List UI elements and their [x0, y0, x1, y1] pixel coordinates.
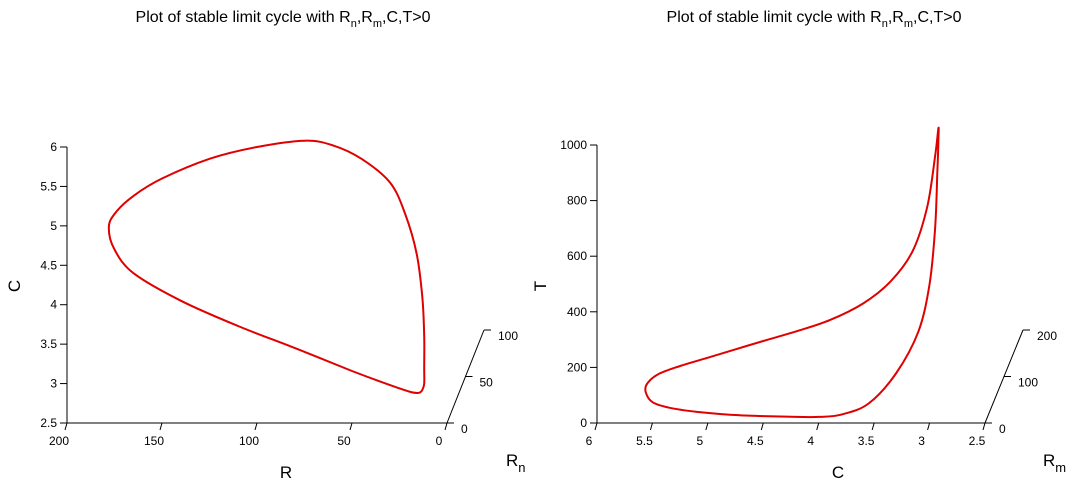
chart-left: Plot of stable limit cycle with Rn,Rm,C,…: [5, 9, 526, 482]
x-tick-mark: [760, 422, 764, 431]
y-tick-label: 5: [50, 219, 57, 233]
y-tick-label: 600: [567, 249, 587, 263]
z-tick-label: 0: [999, 422, 1006, 436]
x-tick-mark: [705, 422, 709, 431]
x-tick-mark: [349, 422, 353, 431]
x-tick-label: 200: [49, 434, 69, 448]
y-tick-label: 200: [567, 360, 587, 374]
y-tick-label: 3.5: [40, 337, 57, 351]
z-tick-label: 200: [1037, 329, 1057, 343]
y-axis-label: T: [531, 281, 550, 291]
y-tick-label: 2.5: [40, 416, 57, 430]
chart-title: Plot of stable limit cycle with Rn,Rm,C,…: [667, 9, 962, 30]
x-tick-label: 0: [436, 434, 443, 448]
z-tick-label: 50: [480, 376, 494, 390]
z-tick-label: 0: [461, 422, 468, 436]
x-tick-label: 100: [239, 434, 259, 448]
x-tick-label: 50: [337, 434, 351, 448]
x-tick-label: 4.5: [747, 434, 764, 448]
z-tick-label: 100: [1018, 376, 1038, 390]
x-tick-mark: [871, 422, 875, 431]
x-axis-label: C: [832, 463, 844, 482]
y-tick-label: 5.5: [40, 179, 57, 193]
z-axis-label: Rm: [1043, 451, 1066, 475]
y-tick-label: 4: [50, 298, 57, 312]
x-tick-mark: [254, 422, 258, 431]
x-tick-mark: [982, 422, 986, 431]
limit-cycle-curve: [644, 126, 940, 419]
z-axis-label: Rn: [506, 451, 526, 475]
chart-title: Plot of stable limit cycle with Rn,Rm,C,…: [136, 9, 431, 30]
x-tick-label: 150: [144, 434, 164, 448]
y-tick-label: 1000: [560, 138, 587, 152]
x-tick-mark: [594, 422, 598, 431]
limit-cycle-curve: [107, 139, 426, 395]
y-tick-label: 800: [567, 194, 587, 208]
z-tick-label: 100: [498, 329, 518, 343]
y-tick-label: 3: [50, 377, 57, 391]
y-tick-label: 4.5: [40, 258, 57, 272]
x-tick-mark: [816, 422, 820, 431]
x-tick-mark: [927, 422, 931, 431]
x-tick-mark: [64, 422, 68, 431]
x-axis-label: R: [280, 463, 292, 482]
x-tick-mark: [159, 422, 163, 431]
chart-right: Plot of stable limit cycle with Rn,Rm,C,…: [531, 9, 1066, 482]
y-axis-label: C: [5, 280, 24, 292]
x-tick-label: 4: [807, 434, 814, 448]
y-tick-label: 6: [50, 140, 57, 154]
x-tick-label: 3: [918, 434, 925, 448]
x-tick-label: 5: [697, 434, 704, 448]
x-tick-mark: [444, 422, 448, 431]
x-tick-label: 5.5: [636, 434, 653, 448]
x-tick-label: 2.5: [969, 434, 986, 448]
y-tick-label: 0: [580, 416, 587, 430]
x-tick-label: 6: [586, 434, 593, 448]
x-tick-mark: [649, 422, 653, 431]
y-tick-label: 400: [567, 305, 587, 319]
x-tick-label: 3.5: [858, 434, 875, 448]
